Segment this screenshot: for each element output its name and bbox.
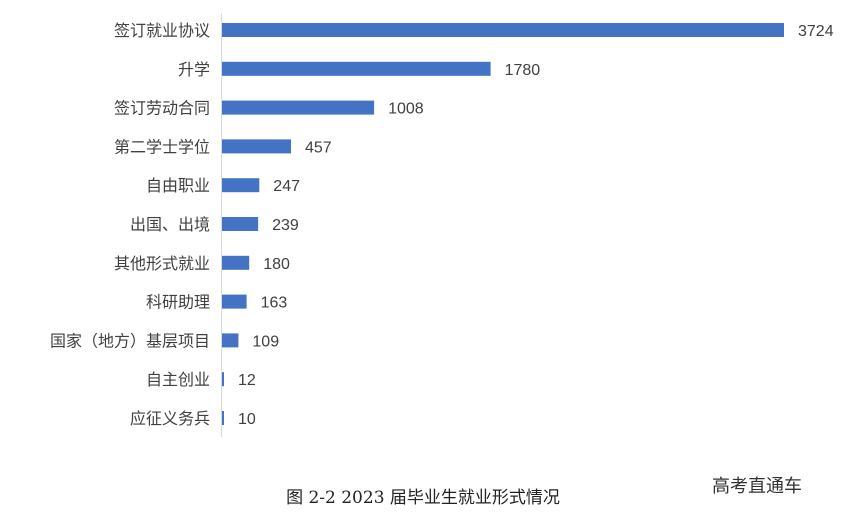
data-label-6: 239 <box>272 217 299 234</box>
category-label-7: 其他形式就业 <box>114 254 210 273</box>
bar-7 <box>222 255 250 270</box>
bar-4 <box>222 139 291 154</box>
category-label-4: 第二学士学位 <box>114 137 210 156</box>
category-label-3: 签订劳动合同 <box>114 99 210 118</box>
bar-2 <box>222 61 491 76</box>
category-label-1: 签订就业协议 <box>114 21 210 40</box>
data-label-7: 180 <box>263 256 290 273</box>
data-label-2: 1780 <box>505 62 541 79</box>
data-label-5: 247 <box>273 178 300 195</box>
category-label-11: 应征义务兵 <box>130 409 210 428</box>
data-label-3: 1008 <box>388 101 424 118</box>
bar-5 <box>222 178 260 193</box>
category-label-6: 出国、出境 <box>130 215 210 234</box>
bar-9 <box>222 333 239 348</box>
data-label-1: 3724 <box>798 23 834 40</box>
bar-3 <box>222 100 375 115</box>
bar-1 <box>222 23 784 37</box>
data-label-8: 163 <box>261 295 288 312</box>
bar-10 <box>222 372 224 387</box>
category-label-10: 自主创业 <box>146 370 210 389</box>
bar-6 <box>222 217 259 231</box>
category-label-5: 自由职业 <box>146 176 210 195</box>
bar-8 <box>222 294 247 309</box>
category-label-2: 升学 <box>178 60 210 79</box>
bar-11 <box>222 411 224 425</box>
bar-chart: 签订就业协议 3724 升学 1780 签订劳动合同 1008 第二学士学位 457 自由职业 2… <box>50 14 834 437</box>
data-label-10: 12 <box>238 372 256 389</box>
watermark-text: 高考直通车 <box>712 476 802 497</box>
bars-layer: 签订就业协议 3724 升学 1780 签订劳动合同 1008 第二学士学位 457 自由职业 2… <box>50 21 834 428</box>
data-label-11: 10 <box>238 411 256 428</box>
category-label-8: 科研助理 <box>146 293 210 312</box>
category-label-9: 国家（地方）基层项目 <box>50 331 210 350</box>
figure-caption: 图 2-2 2023 届毕业生就业形式情况 <box>286 488 560 508</box>
data-label-9: 109 <box>252 333 279 350</box>
data-label-4: 457 <box>305 139 332 156</box>
